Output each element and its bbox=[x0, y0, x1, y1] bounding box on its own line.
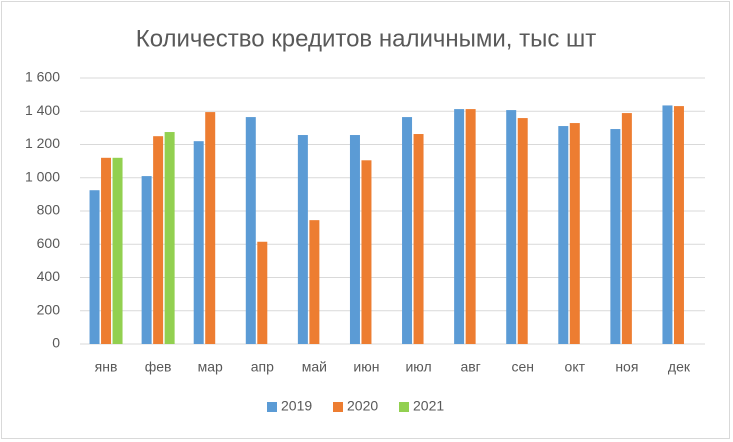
legend-label: 2020 bbox=[347, 398, 378, 414]
y-tick-label: 600 bbox=[37, 235, 61, 251]
x-tick-label: авг bbox=[460, 359, 480, 375]
bar bbox=[193, 141, 204, 344]
bar bbox=[413, 134, 424, 344]
x-tick-label: янв bbox=[95, 359, 118, 375]
bar bbox=[569, 123, 580, 345]
bar bbox=[621, 113, 632, 344]
bar bbox=[245, 117, 256, 344]
bar bbox=[517, 118, 528, 344]
y-tick-label: 400 bbox=[37, 268, 61, 284]
x-tick-label: апр bbox=[251, 359, 274, 375]
bar bbox=[309, 220, 320, 344]
bar bbox=[673, 106, 684, 344]
bar bbox=[257, 241, 268, 344]
x-tick-label: дек bbox=[668, 359, 691, 375]
chart-title: Количество кредитов наличными, тыс шт bbox=[136, 25, 597, 52]
bar bbox=[506, 110, 517, 345]
bar bbox=[164, 132, 175, 344]
y-tick-label: 0 bbox=[52, 335, 60, 351]
x-tick-label: окт bbox=[565, 359, 586, 375]
legend-swatch bbox=[267, 402, 277, 412]
bar bbox=[349, 135, 360, 344]
x-tick-label: май bbox=[302, 359, 327, 375]
bar bbox=[141, 176, 152, 344]
legend-label: 2019 bbox=[281, 398, 312, 414]
bar bbox=[361, 160, 372, 344]
x-tick-label: июл bbox=[405, 359, 431, 375]
legend-label: 2021 bbox=[413, 398, 444, 414]
bar bbox=[402, 117, 413, 344]
bar bbox=[454, 109, 465, 345]
x-tick-label: сен bbox=[511, 359, 534, 375]
bar bbox=[662, 105, 673, 345]
y-tick-label: 1 600 bbox=[25, 69, 60, 85]
y-tick-label: 1 200 bbox=[25, 135, 60, 151]
x-tick-label: фев bbox=[145, 359, 172, 375]
bar bbox=[153, 136, 164, 344]
bar bbox=[89, 190, 100, 344]
bar bbox=[101, 157, 112, 344]
legend-swatch bbox=[399, 402, 409, 412]
legend-swatch bbox=[333, 402, 343, 412]
y-tick-label: 1 000 bbox=[25, 168, 60, 184]
bar bbox=[558, 126, 569, 344]
x-tick-label: мар bbox=[198, 359, 223, 375]
bar bbox=[112, 157, 123, 344]
y-tick-label: 1 400 bbox=[25, 102, 60, 118]
x-tick-label: ноя bbox=[615, 359, 638, 375]
bar bbox=[610, 129, 621, 344]
y-tick-label: 200 bbox=[37, 301, 61, 317]
y-tick-label: 800 bbox=[37, 202, 61, 218]
bar bbox=[465, 109, 476, 345]
bar bbox=[205, 112, 216, 344]
bar bbox=[297, 135, 308, 344]
x-tick-label: июн bbox=[353, 359, 379, 375]
